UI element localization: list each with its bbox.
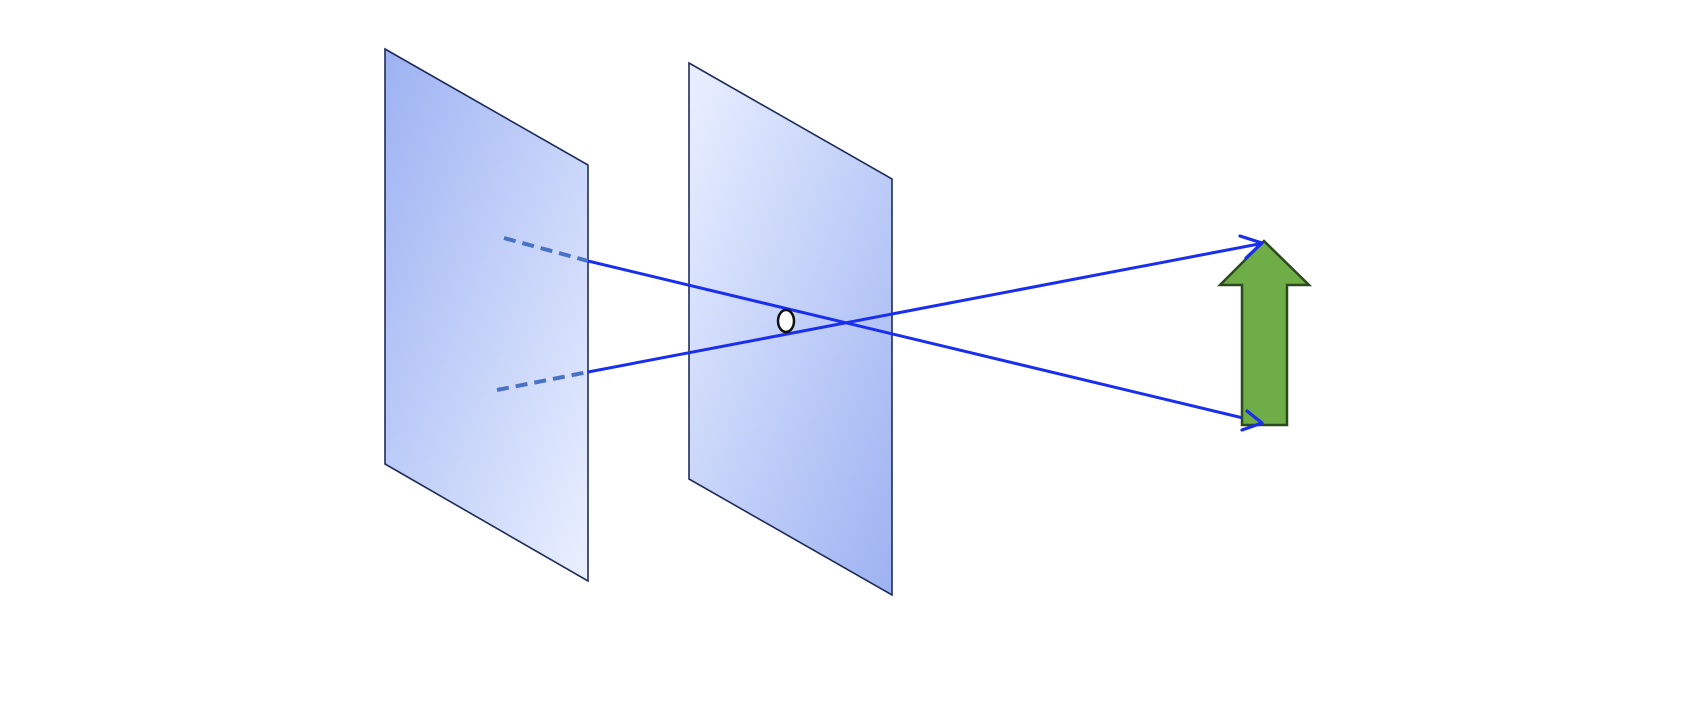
ray-bottom-hidden-segment [496, 370, 589, 392]
ray-top-to-bottom [587, 259, 1265, 425]
ray-bottom-to-top [587, 241, 1265, 374]
pinhole-aperture [776, 308, 796, 334]
ray-bottom-arrowhead [1240, 409, 1264, 432]
ray-top-hidden-segment [503, 236, 589, 263]
object-arrow [1216, 239, 1313, 427]
image-plane [384, 47, 589, 583]
ray-top-arrowhead [1238, 234, 1264, 260]
